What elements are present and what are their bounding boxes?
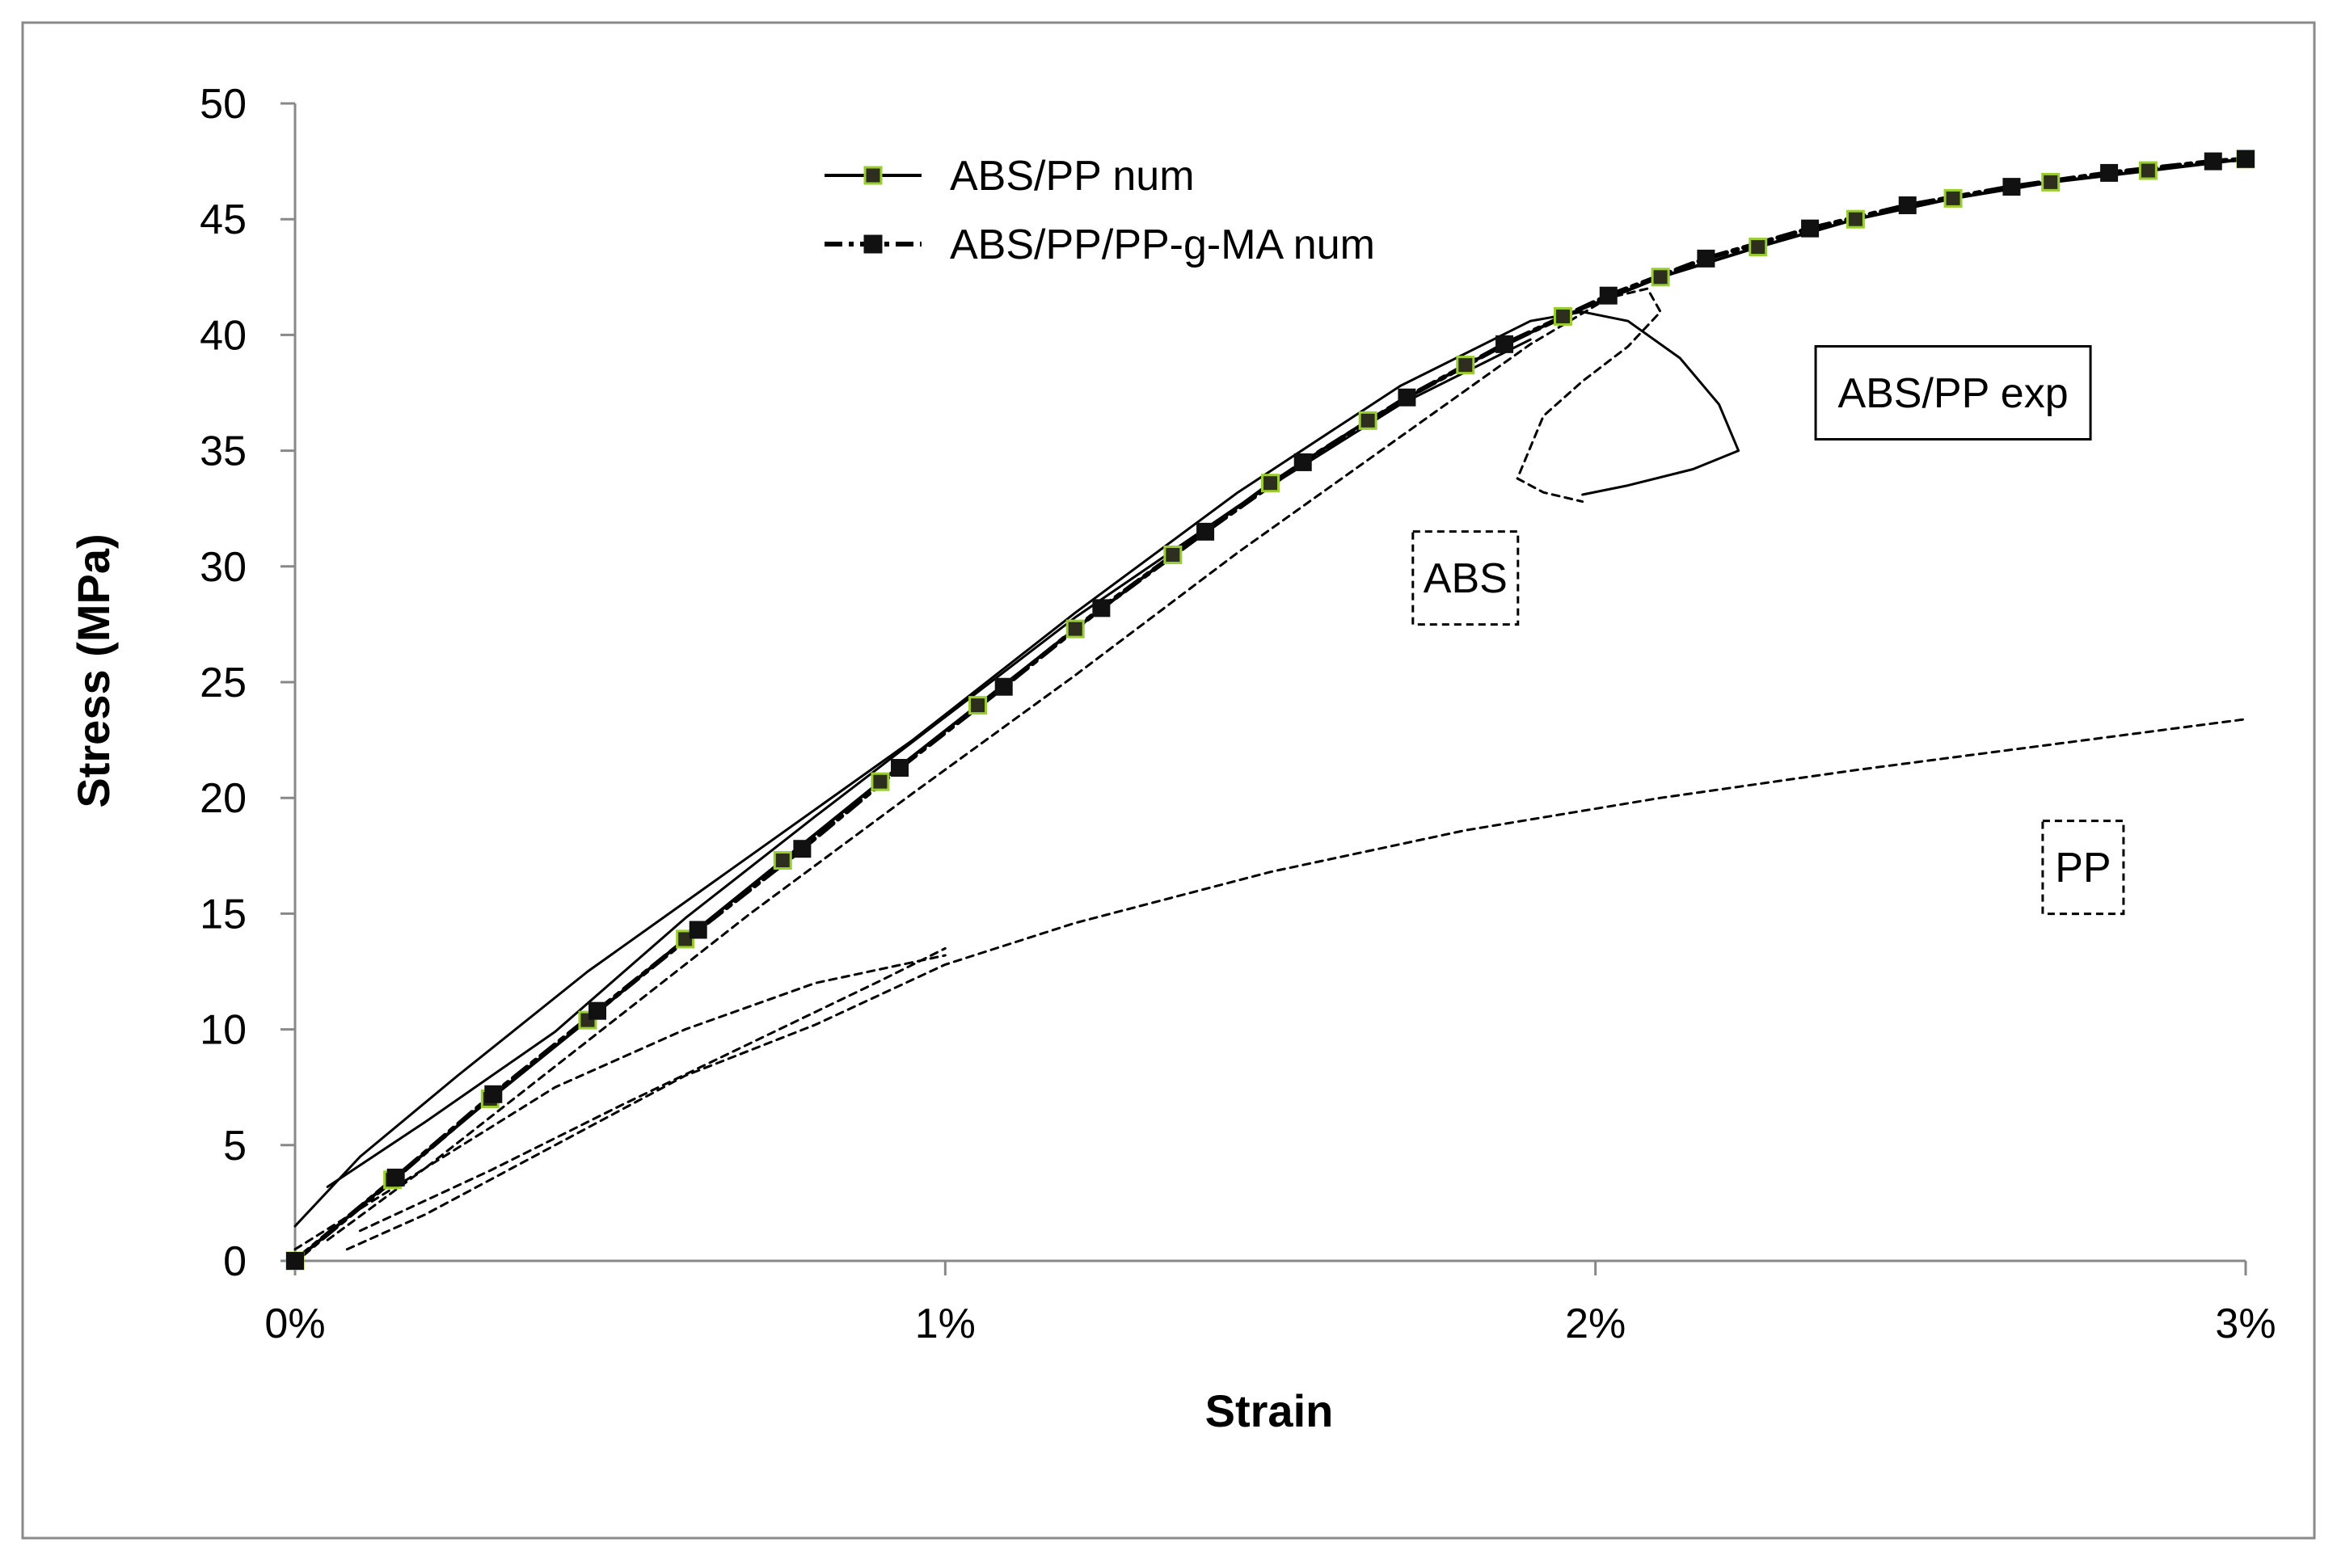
data-point (1651, 268, 1670, 287)
data-point (1293, 453, 1312, 471)
y-tick-label: 20 (200, 775, 247, 822)
chart-frame (21, 21, 2316, 1540)
data-point (1943, 188, 1963, 208)
y-tick-label: 35 (200, 428, 247, 475)
data-point (1801, 219, 1820, 238)
data-point (2138, 161, 2158, 180)
y-tick-label: 15 (200, 891, 247, 938)
y-axis-label: Stress (MPa) (68, 533, 119, 807)
annotation-label: PP (2055, 845, 2111, 891)
series-line-7 (358, 946, 947, 1233)
annotation-box (2041, 820, 2125, 916)
annotation-box (1814, 345, 2092, 440)
y-tick-label: 10 (200, 1007, 247, 1054)
data-point (286, 1252, 304, 1270)
y-tick-label: 40 (200, 312, 247, 359)
y-tick-label: 45 (200, 196, 247, 243)
data-point (484, 1085, 503, 1103)
series-line-2 (293, 310, 1740, 1228)
x-tick-label: 1% (915, 1300, 976, 1347)
data-point (1456, 356, 1475, 375)
y-tick-label: 30 (200, 544, 247, 591)
series-line-3 (326, 338, 1532, 1188)
annotation-box (1411, 530, 1520, 626)
x-tick-label: 0% (264, 1300, 325, 1347)
data-point (2002, 178, 2021, 196)
data-point (793, 840, 812, 858)
annotation-label: ABS (1424, 555, 1508, 602)
data-point (1495, 335, 1514, 353)
data-point (2100, 163, 2119, 182)
series-line-6 (326, 954, 947, 1241)
data-point (994, 677, 1013, 696)
data-point (891, 758, 909, 777)
y-tick-label: 25 (200, 660, 247, 706)
y-tick-label: 50 (200, 81, 247, 128)
data-point (1898, 196, 1917, 215)
data-point (1261, 474, 1280, 493)
y-tick-label: 5 (223, 1123, 247, 1170)
y-tick-label: 0 (223, 1238, 247, 1285)
data-point (1092, 599, 1111, 618)
legend-marker (863, 166, 883, 185)
data-point (386, 1168, 405, 1187)
data-point (1749, 238, 1768, 257)
series-line-5 (345, 718, 2247, 1251)
data-point (1196, 522, 1215, 541)
legend-label: ABS/PP num (950, 153, 1195, 200)
data-point (773, 851, 792, 870)
data-point (1163, 545, 1183, 564)
x-tick-label: 3% (2215, 1300, 2276, 1347)
data-point (2041, 172, 2061, 192)
data-point (1358, 411, 1377, 430)
data-point (1846, 209, 1865, 229)
x-tick-label: 2% (1565, 1300, 1626, 1347)
x-axis-label: Strain (1205, 1385, 1334, 1436)
legend-marker (863, 234, 883, 254)
data-point (1065, 619, 1085, 639)
data-point (1599, 286, 1618, 305)
data-point (1398, 388, 1416, 407)
data-point (1697, 249, 1715, 268)
data-point (1553, 306, 1572, 326)
data-point (968, 696, 988, 715)
data-point (2204, 152, 2222, 171)
data-point (2237, 150, 2255, 168)
data-point (588, 1001, 607, 1020)
data-point (676, 929, 695, 949)
data-point (871, 772, 890, 791)
data-point (689, 921, 707, 939)
annotation-label: ABS/PP exp (1837, 370, 2068, 417)
legend-label: ABS/PP/PP-g-MA num (950, 221, 1375, 268)
